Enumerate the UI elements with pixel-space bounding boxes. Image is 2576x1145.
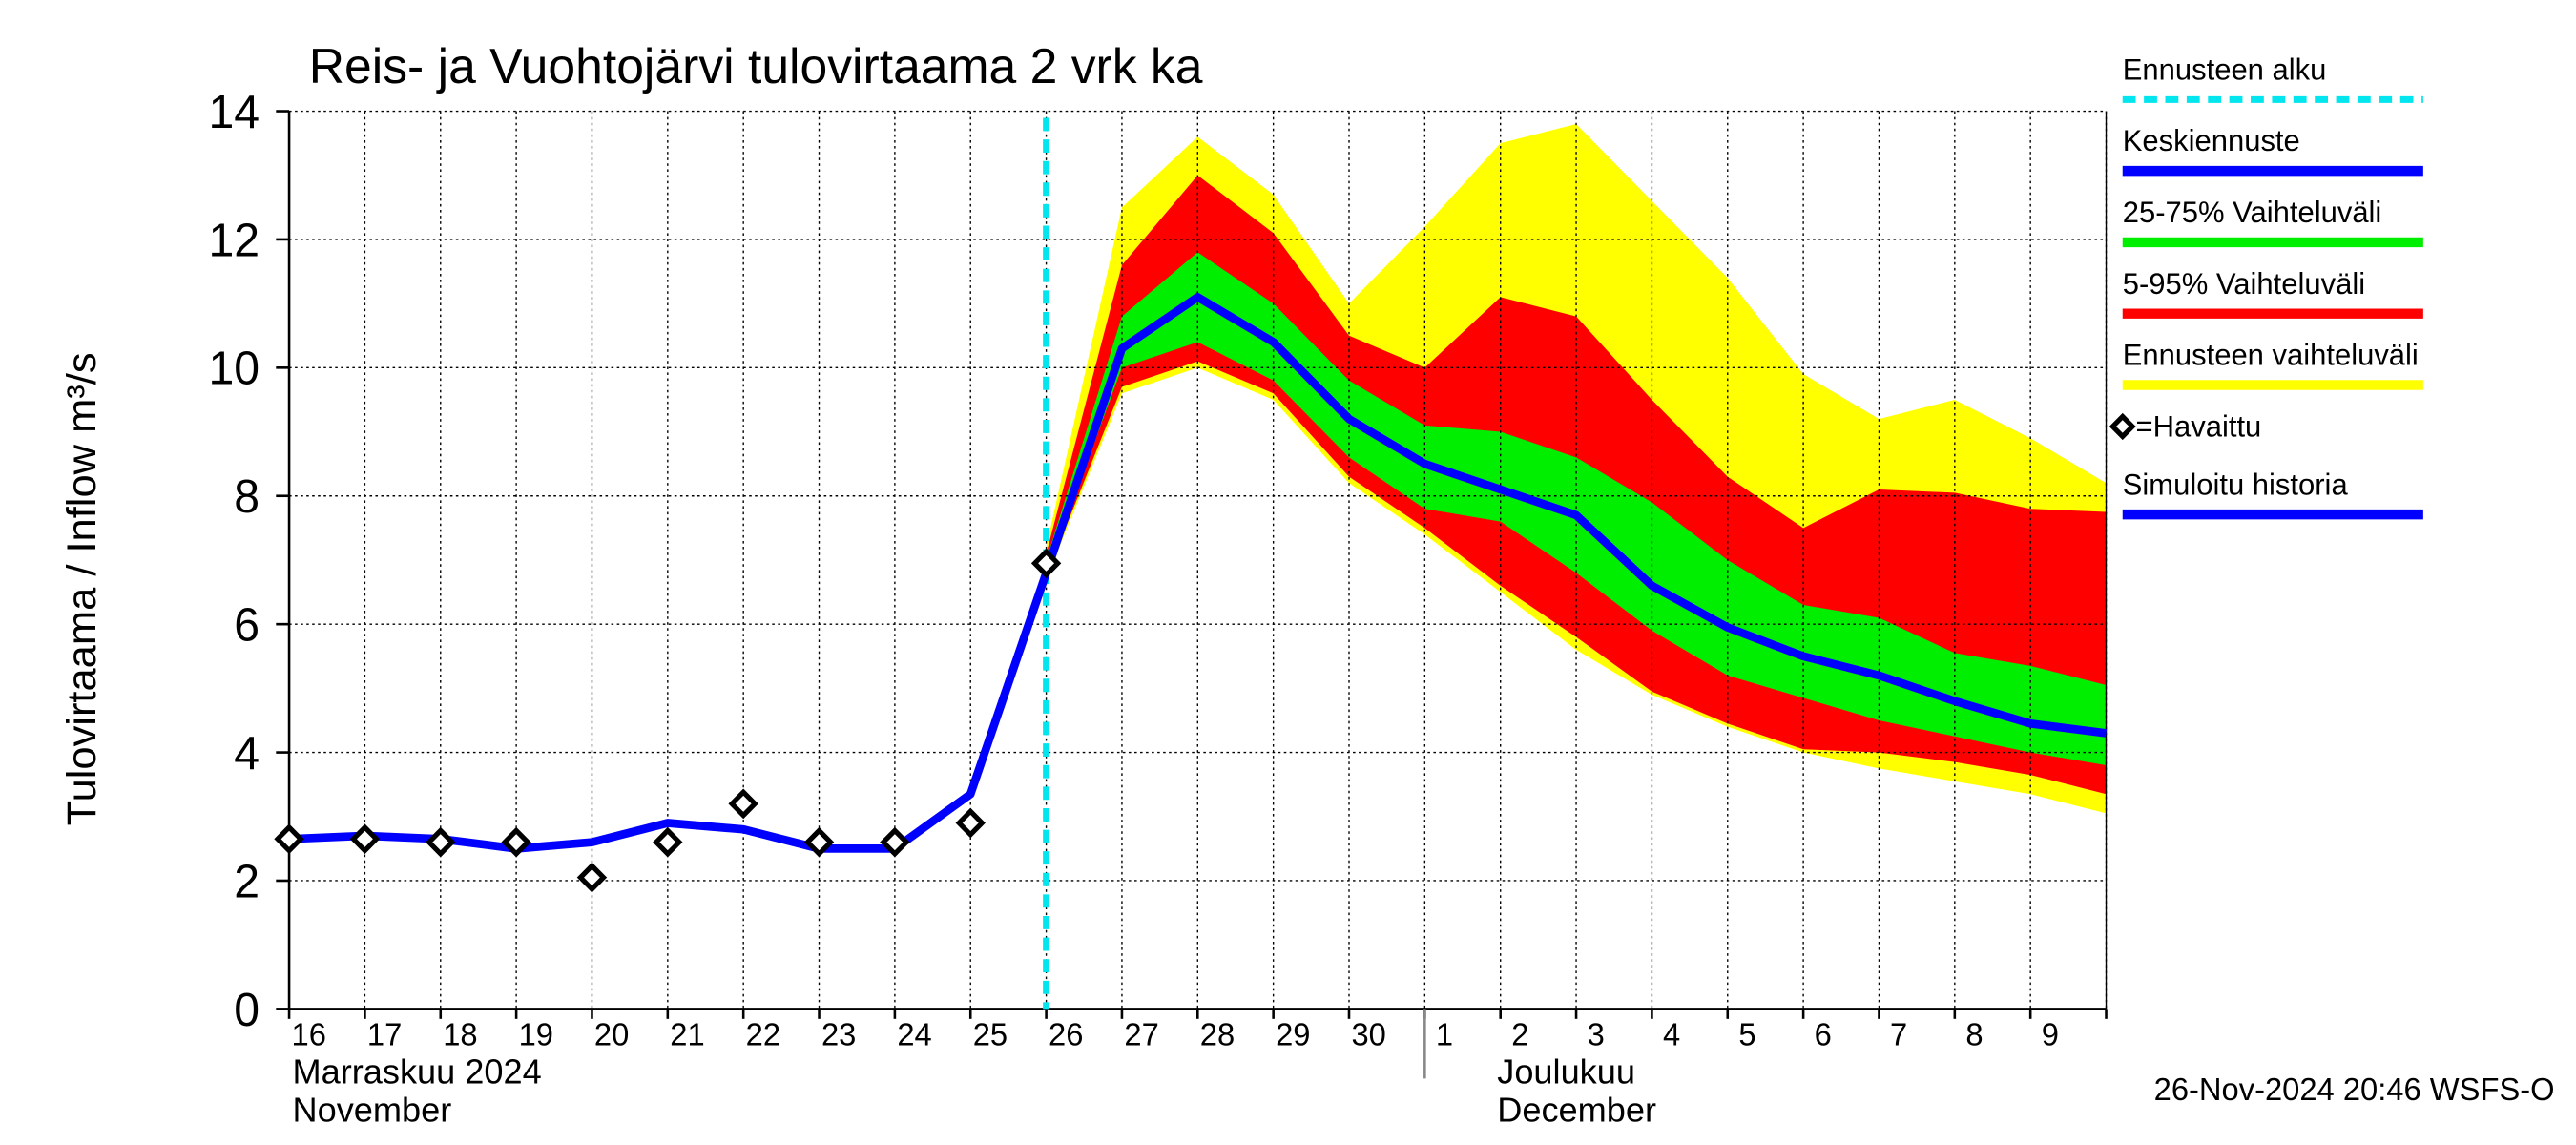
x-tick-label: 17 xyxy=(367,1017,402,1052)
observed-marker xyxy=(728,788,758,820)
month-label-fi: Joulukuu xyxy=(1497,1051,1635,1091)
x-tick-label: 21 xyxy=(670,1017,704,1052)
y-axis-label: Tulovirtaama / Inflow m³/s xyxy=(59,352,105,825)
x-tick-label: 25 xyxy=(973,1017,1008,1052)
x-tick-label: 28 xyxy=(1200,1017,1235,1052)
x-tick-label: 30 xyxy=(1351,1017,1385,1052)
observed-marker xyxy=(1030,548,1062,579)
x-tick-label: 22 xyxy=(746,1017,780,1052)
timestamp: 26-Nov-2024 20:46 WSFS-O xyxy=(2154,1072,2555,1107)
x-tick-label: 9 xyxy=(2042,1017,2059,1052)
observed-marker xyxy=(653,826,683,858)
observed-marker xyxy=(880,826,910,858)
legend-label: Keskiennuste xyxy=(2123,124,2300,157)
legend-label: Ennusteen alku xyxy=(2123,52,2327,86)
series-line xyxy=(288,571,1050,853)
month-label-en: November xyxy=(293,1090,452,1129)
x-tick-label: 23 xyxy=(821,1017,856,1052)
x-tick-label: 26 xyxy=(1049,1017,1083,1052)
y-tick-label: 0 xyxy=(234,985,260,1036)
x-tick-label: 2 xyxy=(1511,1017,1528,1052)
x-tick-label: 29 xyxy=(1276,1017,1310,1052)
x-tick-label: 7 xyxy=(1890,1017,1907,1052)
x-tick-label: 1 xyxy=(1436,1017,1453,1052)
chart-title: Reis- ja Vuohtojärvi tulovirtaama 2 vrk … xyxy=(309,39,1203,94)
observed-marker xyxy=(803,826,835,858)
y-tick-label: 6 xyxy=(234,599,260,651)
month-label-en: December xyxy=(1497,1090,1656,1129)
legend-label: 5-95% Vaihteluväli xyxy=(2123,267,2365,301)
x-tick-label: 16 xyxy=(292,1017,326,1052)
x-tick-label: 3 xyxy=(1588,1017,1605,1052)
x-tick-label: 19 xyxy=(519,1017,553,1052)
y-tick-label: 2 xyxy=(234,856,260,907)
y-tick-label: 10 xyxy=(208,344,260,395)
x-tick-label: 4 xyxy=(1663,1017,1680,1052)
legend-label: 25-75% Vaihteluväli xyxy=(2123,196,2382,229)
observed-marker xyxy=(955,807,986,839)
legend-swatch xyxy=(2109,412,2136,441)
legend-label: Simuloitu historia xyxy=(2123,468,2349,501)
legend-label: =Havaittu xyxy=(2136,409,2262,443)
x-tick-label: 24 xyxy=(897,1017,931,1052)
y-tick-label: 8 xyxy=(234,471,260,523)
x-tick-label: 20 xyxy=(594,1017,629,1052)
x-tick-label: 8 xyxy=(1965,1017,1983,1052)
y-tick-label: 12 xyxy=(208,215,260,266)
month-label-fi: Marraskuu 2024 xyxy=(293,1051,542,1091)
observed-marker xyxy=(501,826,531,858)
observed-marker xyxy=(349,823,381,855)
x-tick-label: 27 xyxy=(1124,1017,1158,1052)
observed-marker xyxy=(576,862,608,893)
x-tick-label: 5 xyxy=(1738,1017,1755,1052)
y-tick-label: 4 xyxy=(234,728,260,780)
observed-marker xyxy=(426,826,456,858)
x-tick-label: 6 xyxy=(1815,1017,1832,1052)
series-line xyxy=(1042,293,2108,738)
observed-marker xyxy=(274,823,304,855)
legend-label: Ennusteen vaihteluväli xyxy=(2123,338,2419,371)
x-tick-label: 18 xyxy=(443,1017,477,1052)
y-tick-label: 14 xyxy=(208,87,260,138)
